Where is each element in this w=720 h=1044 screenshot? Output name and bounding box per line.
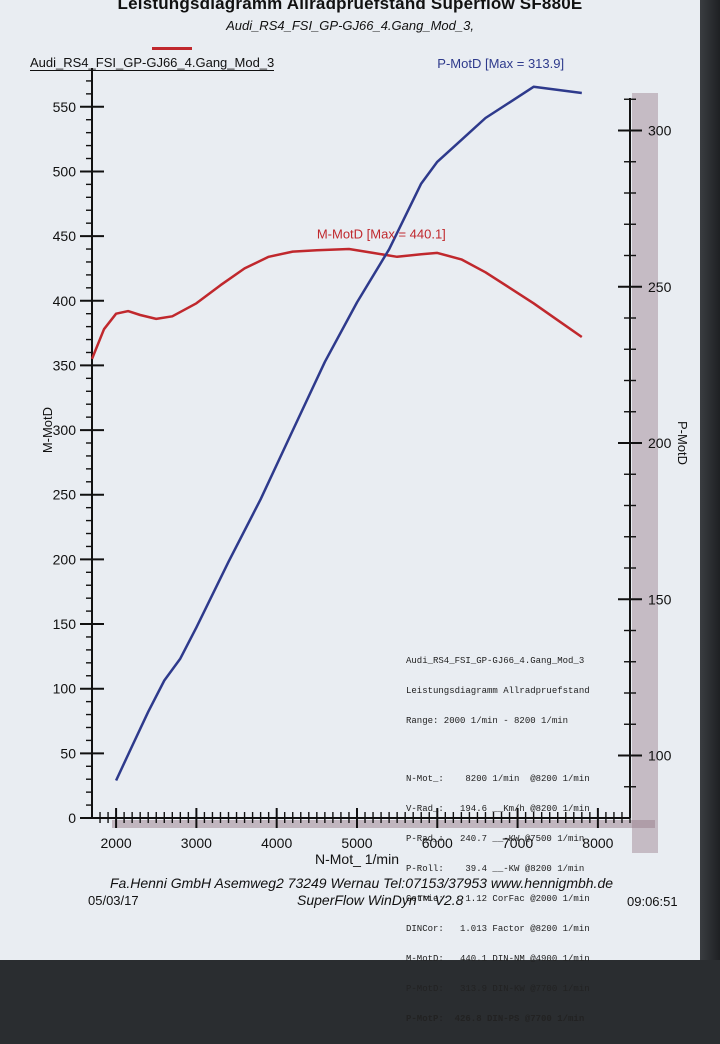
- left-tick-label: 50: [60, 745, 76, 761]
- readout-line: P-MotD: 313.9 DIN-KW @7700 1/min: [406, 984, 590, 994]
- right-axis-shadow: [632, 93, 658, 853]
- dyno-sheet: Leistungsdiagramm Allradpruefstand Super…: [0, 0, 700, 1024]
- series-annotation: P-MotD [Max = 313.9]: [437, 56, 564, 71]
- right-tick-label: 150: [648, 591, 672, 607]
- footer-company: Fa.Henni GmbH Asemweg2 73249 Wernau Tel:…: [110, 875, 614, 891]
- x-tick-label: 6000: [422, 835, 453, 851]
- y-left-axis-label: M-MotD: [40, 407, 55, 453]
- x-tick-label: 8000: [582, 835, 613, 851]
- readout-line: DINCor: 1.013 Factor @8200 1/min: [406, 924, 590, 934]
- readout-line-bold: P-MotP: 426.8 DIN-PS @7700 1/min: [406, 1014, 585, 1024]
- legend-label: Audi_RS4_FSI_GP-GJ66_4.Gang_Mod_3: [30, 55, 275, 71]
- left-tick-label: 500: [53, 163, 77, 179]
- right-tick-label: 250: [648, 279, 672, 295]
- footer-software: SuperFlow WinDyn™ V2.8: [297, 892, 464, 908]
- right-tick-label: 100: [648, 748, 672, 764]
- series-line-m-motd: [90, 247, 583, 360]
- left-tick-label: 450: [53, 228, 77, 244]
- background-edge: [700, 0, 720, 960]
- right-tick-label: 200: [648, 435, 672, 451]
- left-tick-label: 150: [53, 616, 77, 632]
- left-tick-label: 100: [53, 681, 77, 697]
- left-tick-label: 300: [53, 422, 77, 438]
- readout-line: Leistungsdiagramm Allradpruefstand: [406, 686, 590, 696]
- readout-line: Audi_RS4_FSI_GP-GJ66_4.Gang_Mod_3: [406, 656, 585, 666]
- bottom-axis-shadow: [112, 820, 655, 828]
- left-tick-label: 550: [53, 99, 77, 115]
- legend-swatch: [152, 47, 192, 50]
- left-tick-label: 400: [53, 293, 77, 309]
- readout-line: P-Roll: 39.4 __-KW @8200 1/min: [406, 864, 585, 874]
- x-axis-label: N-Mot_ 1/min: [315, 851, 399, 867]
- readout-line: M-MotD: 440.1 DIN-NM @4900 1/min: [406, 954, 590, 964]
- dyno-chart: 0 50 100 150 200 250 300 350 400 450 500 550 100 150 2…: [40, 56, 690, 867]
- x-tick-label: 4000: [261, 835, 292, 851]
- readout-line: Getrie: 1.12 CorFac @2000 1/min: [406, 894, 590, 904]
- chart-subtitle: Audi_RS4_FSI_GP-GJ66_4.Gang_Mod_3,: [226, 18, 474, 33]
- print-time: 09:06:51: [627, 894, 678, 909]
- x-tick-label: 3000: [181, 835, 212, 851]
- left-tick-label: 250: [53, 487, 77, 503]
- left-tick-label: 0: [68, 810, 76, 826]
- chart-title: Leistungsdiagramm Allradpruefstand Super…: [117, 0, 583, 13]
- y-right-axis-label: P-MotD: [675, 421, 690, 465]
- x-tick-label: 7000: [502, 835, 533, 851]
- series-line-p-motd: [114, 85, 582, 782]
- readout-box: Audi_RS4_FSI_GP-GJ66_4.Gang_Mod_3 Leistu…: [406, 636, 636, 1044]
- readout-line: Range: 2000 1/min - 8200 1/min: [406, 716, 569, 726]
- x-tick-label: 5000: [341, 835, 372, 851]
- print-date: 05/03/17: [88, 893, 139, 908]
- left-tick-label: 200: [53, 551, 77, 567]
- x-tick-label: 2000: [101, 835, 132, 851]
- left-tick-label: 350: [53, 357, 77, 373]
- series-annotation: M-MotD [Max = 440.1]: [317, 227, 446, 242]
- readout-line: P-Rad_: 240.7 __-KW @7500 1/min: [406, 834, 585, 844]
- readout-line: V-Rad_: 194.6 __Km/h @8200 1/min: [406, 804, 590, 814]
- readout-line: N-Mot_: 8200 1/min @8200 1/min: [406, 774, 590, 784]
- right-tick-label: 300: [648, 123, 672, 139]
